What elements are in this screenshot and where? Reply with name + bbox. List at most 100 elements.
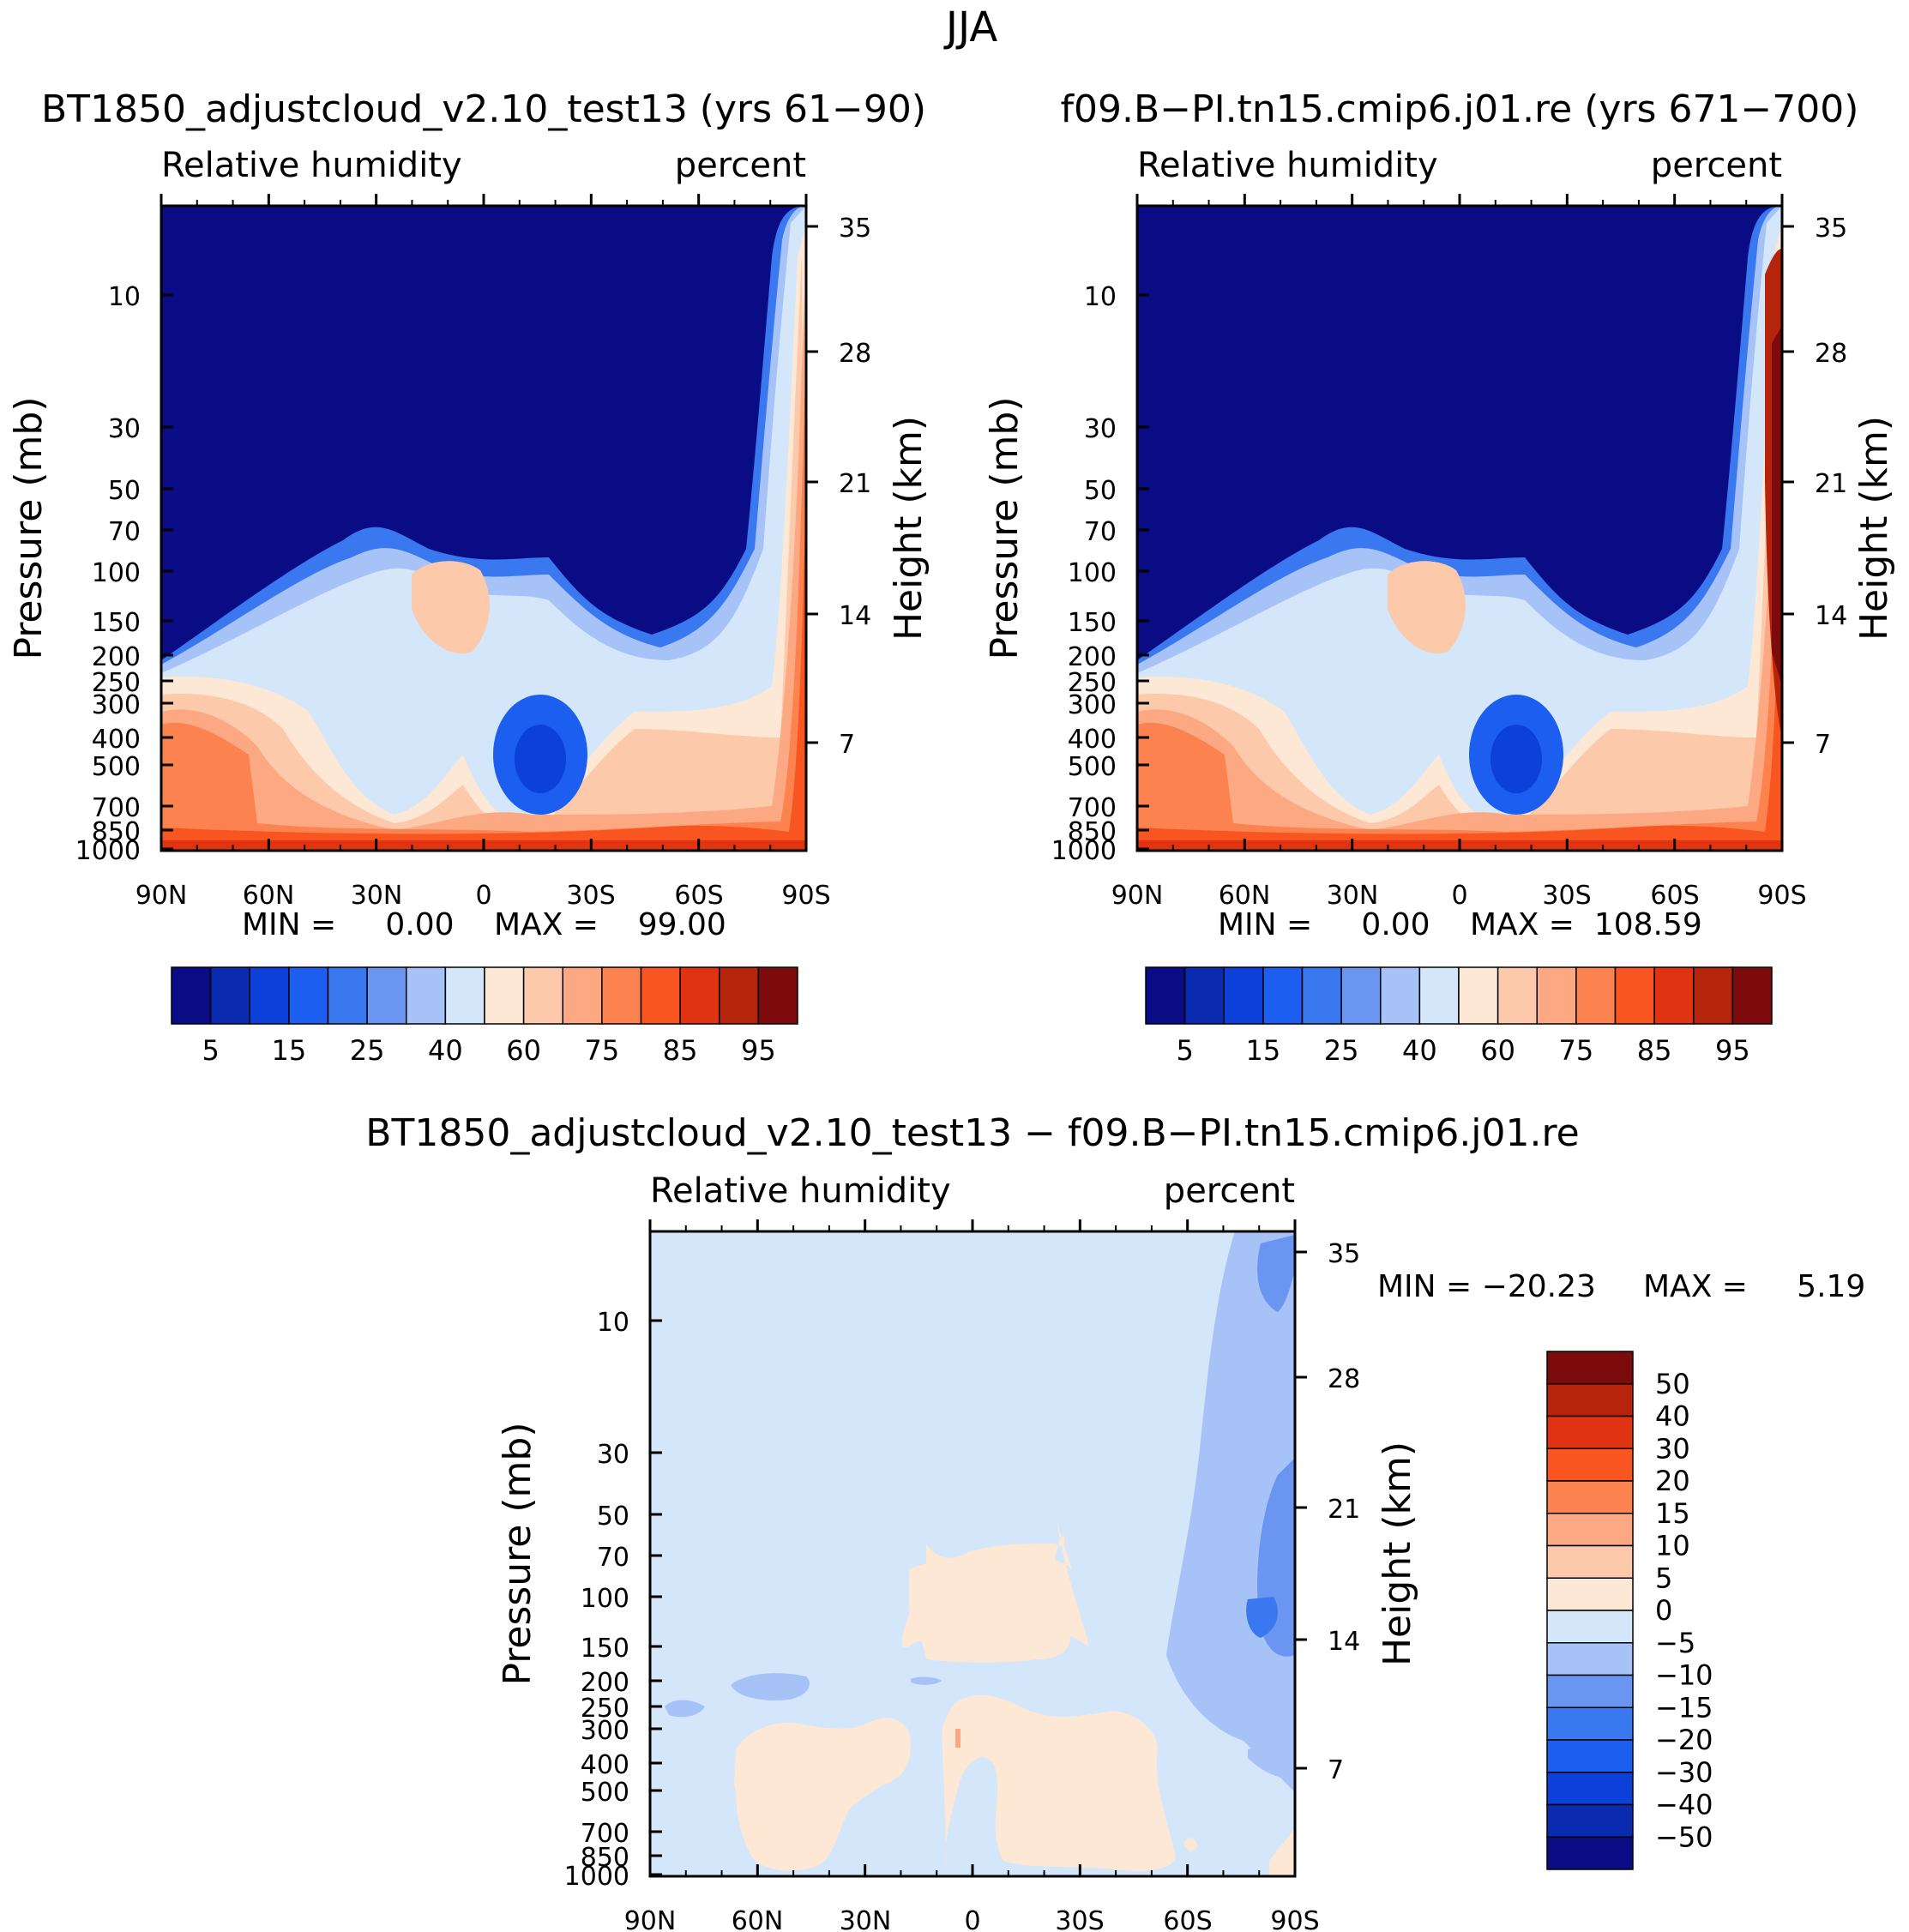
panel-left-colorbar: 5 15 25 40 60 75 85 95	[171, 966, 798, 1067]
panel-right: f09.B−PI.tn15.cmip6.j01.re (yrs 671−700)…	[983, 87, 1896, 1067]
contour-band	[918, 1587, 1071, 1663]
x-tick-label: 90N	[1111, 881, 1164, 911]
panel-left-y-axis: 10 30 50 70 100 150 200 250 300 400 500 …	[7, 282, 141, 866]
colorbar-swatch	[640, 966, 681, 1025]
colorbar-swatch	[1546, 1706, 1634, 1741]
panel-right-min-label: MIN = 0.00	[1218, 907, 1430, 942]
panel-diff-units-label: percent	[1164, 1171, 1295, 1211]
panel-diff-max-label: MAX = 5.19	[1643, 1269, 1865, 1304]
contour-band	[735, 1728, 910, 1871]
colorbar-swatch	[1546, 1351, 1634, 1385]
colorbar-label: −10	[1655, 1659, 1713, 1692]
colorbar-label: 85	[1637, 1034, 1672, 1067]
colorbar-swatch	[327, 966, 368, 1025]
colorbar-label: 40	[1402, 1034, 1437, 1067]
y-tick-label: 1000	[1051, 836, 1117, 866]
colorbar-label: 60	[506, 1034, 541, 1067]
colorbar-swatch	[1546, 1447, 1634, 1482]
panel-diff-title: BT1850_adjustcloud_v2.10_test13 − f09.B−…	[365, 1111, 1579, 1155]
y-tick-label: 500	[92, 752, 141, 782]
colorbar-label: 25	[1324, 1034, 1359, 1067]
x-tick-label: 90S	[1757, 881, 1806, 911]
colorbar-swatch	[288, 966, 329, 1025]
panel-right-y-axis-title: Pressure (mb)	[983, 397, 1027, 660]
colorbar-label: 25	[350, 1034, 385, 1067]
y-tick-label: 300	[581, 1716, 629, 1746]
colorbar-swatch	[1731, 966, 1773, 1025]
x-tick-label: 30N	[1327, 881, 1379, 911]
colorbar-label: 15	[272, 1034, 307, 1067]
contour-band	[731, 1673, 810, 1700]
contour-band	[1257, 1235, 1295, 1312]
x-tick-label: 30S	[1055, 1906, 1104, 1932]
y-tick-label: 30	[108, 414, 141, 444]
colorbar-swatch	[1546, 1577, 1634, 1611]
panel-right-title: f09.B−PI.tn15.cmip6.j01.re (yrs 671−700)	[1061, 87, 1859, 131]
panel-left-contour-field	[161, 206, 806, 851]
panel-diff-min-label: MIN = −20.23	[1377, 1269, 1596, 1304]
panel-right-y2-axis-title: Height (km)	[1852, 416, 1896, 641]
x-tick-label: 60S	[1650, 881, 1699, 911]
colorbar-swatch	[1546, 1739, 1634, 1773]
colorbar-swatch	[1546, 1642, 1634, 1676]
contour-band	[665, 1700, 705, 1718]
y2-tick-label: 21	[1328, 1495, 1360, 1525]
y-tick-label: 10	[108, 282, 141, 312]
contour-band	[1248, 1746, 1295, 1779]
y2-tick-label: 21	[839, 469, 871, 499]
colorbar-swatch	[679, 966, 720, 1025]
colorbar-label: −20	[1655, 1724, 1713, 1756]
y2-tick-label: 7	[1328, 1755, 1344, 1785]
x-tick-label: 60N	[243, 881, 295, 911]
contour-band	[1137, 206, 1782, 851]
panel-left-min-label: MIN = 0.00	[242, 907, 455, 942]
panel-left-title: BT1850_adjustcloud_v2.10_test13 (yrs 61−…	[41, 87, 926, 131]
colorbar-swatch	[1301, 966, 1342, 1025]
y2-tick-label: 35	[1328, 1239, 1360, 1269]
contour-band	[942, 1694, 1176, 1876]
colorbar-swatch	[1546, 1383, 1634, 1417]
y-tick-label: 700	[581, 1819, 629, 1849]
panel-right-y-axis: 10 30 50 70 100 150 200 250 300 400 500 …	[983, 282, 1117, 866]
y2-tick-label: 14	[1815, 601, 1847, 631]
y-tick-label: 150	[1068, 608, 1117, 638]
colorbar-swatch	[1183, 966, 1225, 1025]
y2-tick-label: 7	[1815, 730, 1831, 760]
colorbar-swatch	[1546, 1610, 1634, 1644]
panel-right-colorbar: 5 15 25 40 60 75 85 95	[1145, 966, 1773, 1067]
x-tick-label: 90N	[135, 881, 188, 911]
panel-diff-variable-label: Relative humidity	[650, 1171, 951, 1211]
contour-band	[1388, 561, 1466, 653]
y2-tick-label: 35	[1815, 214, 1847, 244]
colorbar-swatch	[1546, 1772, 1634, 1806]
x-tick-label: 60N	[1219, 881, 1271, 911]
colorbar-swatch	[1418, 966, 1460, 1025]
y-tick-label: 250	[1068, 668, 1117, 698]
contour-band	[1166, 1231, 1295, 1792]
colorbar-swatch	[1546, 1836, 1634, 1870]
colorbar-swatch	[757, 966, 798, 1025]
contour-band	[161, 206, 806, 851]
x-tick-label: 0	[964, 1906, 980, 1932]
panel-left-y2-axis-title: Height (km)	[887, 416, 930, 641]
x-tick-label: 30N	[351, 881, 403, 911]
x-tick-label: 60N	[732, 1906, 784, 1932]
y-tick-label: 70	[108, 517, 141, 547]
y-tick-label: 850	[1068, 817, 1117, 847]
colorbar-swatch	[1546, 1803, 1634, 1838]
y2-tick-label: 28	[1815, 339, 1847, 369]
y-tick-label: 100	[581, 1584, 629, 1614]
x-tick-label: 0	[475, 881, 491, 911]
contour-band	[1246, 1597, 1278, 1638]
panel-left-y-axis-title: Pressure (mb)	[7, 397, 51, 660]
panel-left-variable-label: Relative humidity	[161, 146, 462, 185]
y-tick-label: 150	[581, 1634, 629, 1664]
colorbar-swatch	[484, 966, 525, 1025]
colorbar-swatch	[522, 966, 563, 1025]
colorbar-label: 75	[585, 1034, 620, 1067]
y2-tick-label: 35	[839, 214, 871, 244]
colorbar-swatch	[366, 966, 407, 1025]
colorbar-swatch	[1693, 966, 1734, 1025]
colorbar-swatch	[1546, 1415, 1634, 1449]
